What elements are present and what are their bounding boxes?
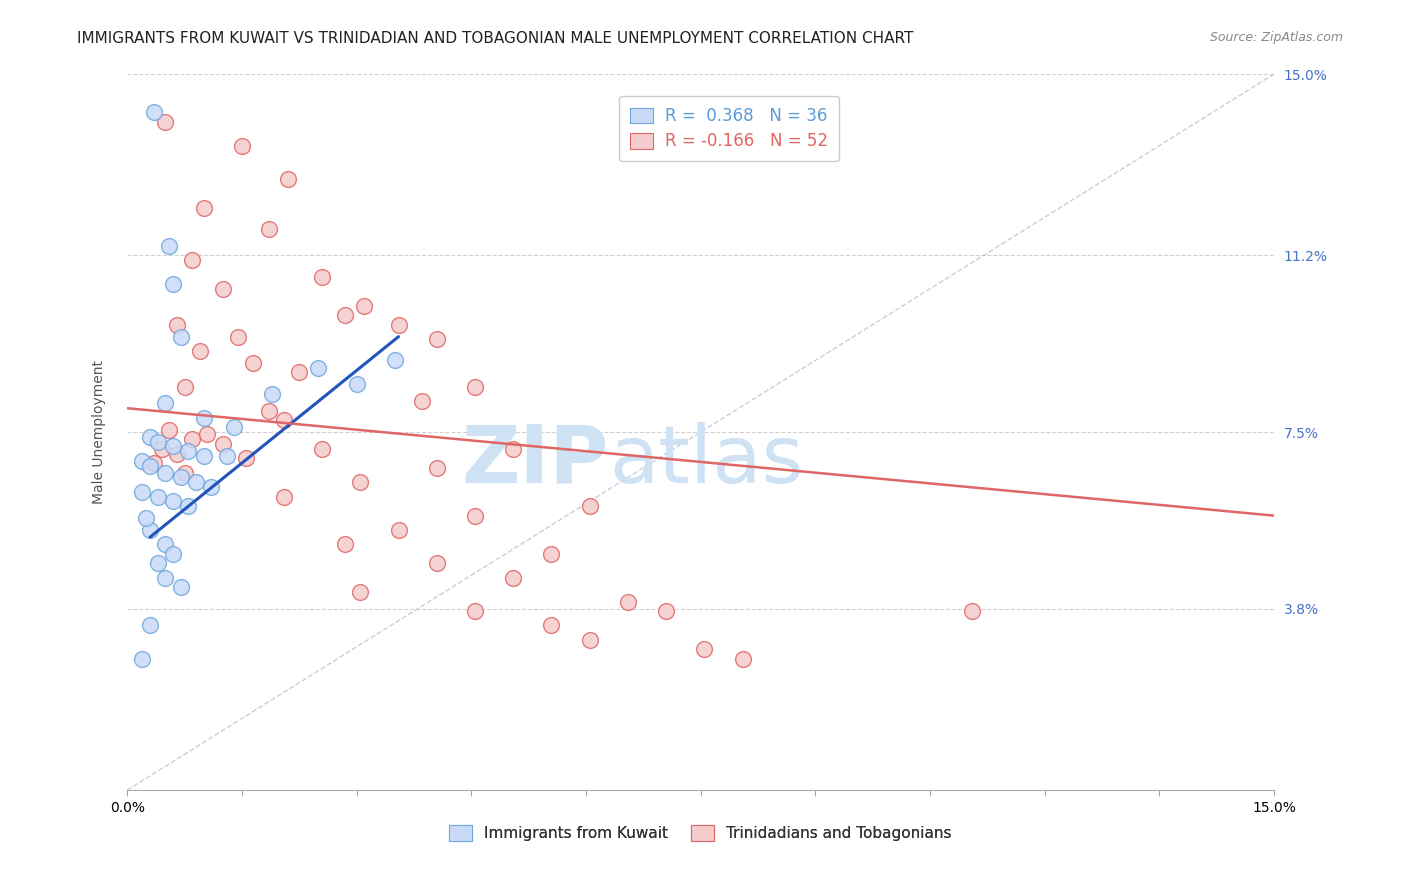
Point bbox=[502, 442, 524, 456]
Point bbox=[131, 454, 153, 468]
Point bbox=[146, 557, 169, 571]
Point bbox=[426, 461, 449, 475]
Point bbox=[170, 329, 193, 343]
Point bbox=[215, 449, 238, 463]
Point bbox=[464, 604, 486, 618]
Point bbox=[146, 490, 169, 504]
Point bbox=[242, 356, 264, 370]
Point bbox=[131, 652, 153, 666]
Text: Source: ZipAtlas.com: Source: ZipAtlas.com bbox=[1209, 31, 1343, 45]
Point bbox=[155, 571, 177, 585]
Point bbox=[157, 423, 180, 437]
Point bbox=[288, 365, 311, 379]
Point bbox=[155, 537, 177, 551]
Point bbox=[155, 396, 177, 410]
Point bbox=[157, 239, 180, 253]
Point bbox=[193, 410, 215, 425]
Point bbox=[135, 511, 157, 525]
Point bbox=[387, 523, 409, 537]
Point bbox=[197, 427, 219, 442]
Point bbox=[426, 557, 449, 571]
Point bbox=[578, 632, 600, 647]
Point bbox=[177, 444, 200, 458]
Text: atlas: atlas bbox=[609, 422, 803, 500]
Point bbox=[155, 115, 177, 129]
Point bbox=[693, 642, 716, 657]
Point bbox=[188, 343, 211, 358]
Point bbox=[307, 360, 329, 375]
Point bbox=[387, 318, 409, 332]
Point bbox=[166, 446, 188, 460]
Point bbox=[150, 442, 173, 456]
Y-axis label: Male Unemployment: Male Unemployment bbox=[93, 360, 107, 504]
Point bbox=[235, 451, 257, 466]
Point bbox=[200, 480, 222, 494]
Point bbox=[426, 332, 449, 346]
Point bbox=[384, 353, 406, 368]
Legend: Immigrants from Kuwait, Trinidadians and Tobagonians: Immigrants from Kuwait, Trinidadians and… bbox=[443, 819, 957, 847]
Point bbox=[166, 318, 188, 332]
Point bbox=[257, 222, 280, 236]
Point bbox=[277, 172, 299, 186]
Point bbox=[142, 456, 165, 470]
Point bbox=[184, 475, 207, 490]
Point bbox=[146, 434, 169, 449]
Point bbox=[162, 494, 184, 508]
Point bbox=[231, 138, 253, 153]
Point bbox=[211, 282, 233, 296]
Point bbox=[540, 547, 562, 561]
Point bbox=[273, 413, 295, 427]
Point bbox=[224, 420, 246, 434]
Point bbox=[273, 490, 295, 504]
Point bbox=[139, 430, 162, 444]
Point bbox=[177, 499, 200, 513]
Point bbox=[193, 449, 215, 463]
Point bbox=[262, 387, 284, 401]
Point bbox=[155, 466, 177, 480]
Point bbox=[211, 437, 233, 451]
Text: ZIP: ZIP bbox=[461, 422, 609, 500]
Point bbox=[193, 201, 215, 215]
Point bbox=[170, 580, 193, 594]
Point bbox=[578, 499, 600, 513]
Point bbox=[502, 571, 524, 585]
Point bbox=[257, 403, 280, 417]
Point bbox=[226, 329, 249, 343]
Point bbox=[131, 484, 153, 499]
Point bbox=[181, 432, 204, 446]
Point bbox=[333, 537, 356, 551]
Point bbox=[333, 308, 356, 322]
Point bbox=[173, 466, 195, 480]
Point bbox=[655, 604, 678, 618]
Point bbox=[464, 508, 486, 523]
Point bbox=[353, 299, 375, 313]
Point bbox=[960, 604, 983, 618]
Point bbox=[170, 470, 193, 484]
Point bbox=[162, 277, 184, 291]
Point bbox=[173, 380, 195, 394]
Point bbox=[617, 594, 640, 608]
Point bbox=[411, 394, 433, 409]
Text: IMMIGRANTS FROM KUWAIT VS TRINIDADIAN AND TOBAGONIAN MALE UNEMPLOYMENT CORRELATI: IMMIGRANTS FROM KUWAIT VS TRINIDADIAN AN… bbox=[77, 31, 914, 46]
Point bbox=[346, 377, 368, 392]
Point bbox=[139, 523, 162, 537]
Point bbox=[349, 585, 371, 599]
Point bbox=[181, 253, 204, 268]
Point bbox=[540, 618, 562, 632]
Point bbox=[464, 380, 486, 394]
Point bbox=[142, 105, 165, 120]
Point bbox=[311, 269, 333, 284]
Point bbox=[731, 652, 754, 666]
Point bbox=[139, 458, 162, 473]
Point bbox=[162, 547, 184, 561]
Point bbox=[139, 618, 162, 632]
Point bbox=[311, 442, 333, 456]
Point bbox=[349, 475, 371, 490]
Point bbox=[162, 439, 184, 453]
